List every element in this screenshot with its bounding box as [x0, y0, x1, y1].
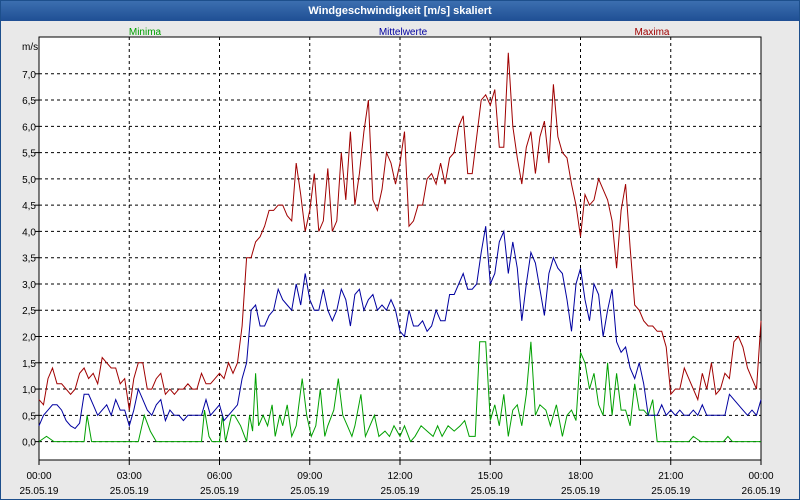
grid: [39, 37, 761, 460]
y-tick-label: 3,5: [22, 254, 36, 265]
y-tick-label: 1,5: [22, 359, 36, 370]
legend-mittelwerte: Mittelwerte: [379, 27, 428, 38]
y-tick-label: 2,0: [22, 333, 36, 344]
y-tick-label: 2,5: [22, 306, 36, 317]
y-tick-label: 5,0: [22, 175, 36, 186]
x-tick-time: 12:00: [387, 471, 412, 482]
x-tick-time: 09:00: [297, 471, 322, 482]
x-tick-date: 25.05.19: [381, 486, 420, 497]
x-tick-time: 00:00: [26, 471, 51, 482]
series-line-mittelwerte: [38, 226, 762, 430]
x-tick-date: 25.05.19: [471, 486, 510, 497]
y-tick-label: 7,0: [22, 70, 36, 81]
x-tick-time: 15:00: [478, 471, 503, 482]
x-axis-ticks: 00:00 25.05.19 03:00 25.05.19 06:00 25.05.19 0…: [20, 460, 781, 497]
x-tick-date: 25.05.19: [200, 486, 239, 497]
y-tick-label: 4,0: [22, 227, 36, 238]
y-tick-label: 3,0: [22, 280, 36, 291]
y-tick-label: 0,0: [22, 438, 36, 449]
y-axis-ticks: 0,0 0,5 1,0 1,5 2,0 2,5 3,0 3,5 4,0 4,5 5,0 5,5 6,0 6…: [22, 70, 39, 449]
window-title: Windgeschwindigkeit [m/s] skaliert: [1, 1, 799, 21]
x-tick-date: 25.05.19: [290, 486, 329, 497]
legend-maxima: Maxima: [634, 27, 669, 38]
y-tick-label: 4,5: [22, 201, 36, 212]
x-tick-time: 06:00: [207, 471, 232, 482]
x-tick-date: 25.05.19: [110, 486, 149, 497]
y-tick-label: 0,5: [22, 411, 36, 422]
x-tick-date: 25.05.19: [20, 486, 59, 497]
legend-minima: Minima: [129, 27, 162, 38]
series-lines: [38, 52, 762, 443]
x-tick-time: 00:00: [748, 471, 773, 482]
y-tick-label: 1,0: [22, 385, 36, 396]
x-tick-time: 21:00: [658, 471, 683, 482]
y-axis-label: m/s: [22, 42, 38, 53]
series-line-maxima: [38, 52, 762, 411]
x-tick-date: 26.05.19: [742, 486, 781, 497]
y-tick-label: 6,5: [22, 96, 36, 107]
y-tick-label: 6,0: [22, 122, 36, 133]
x-tick-date: 25.05.19: [561, 486, 600, 497]
x-tick-time: 18:00: [568, 471, 593, 482]
x-tick-time: 03:00: [117, 471, 142, 482]
series-line-minima: [38, 341, 761, 443]
y-tick-label: 5,5: [22, 149, 36, 160]
x-tick-date: 25.05.19: [651, 486, 690, 497]
